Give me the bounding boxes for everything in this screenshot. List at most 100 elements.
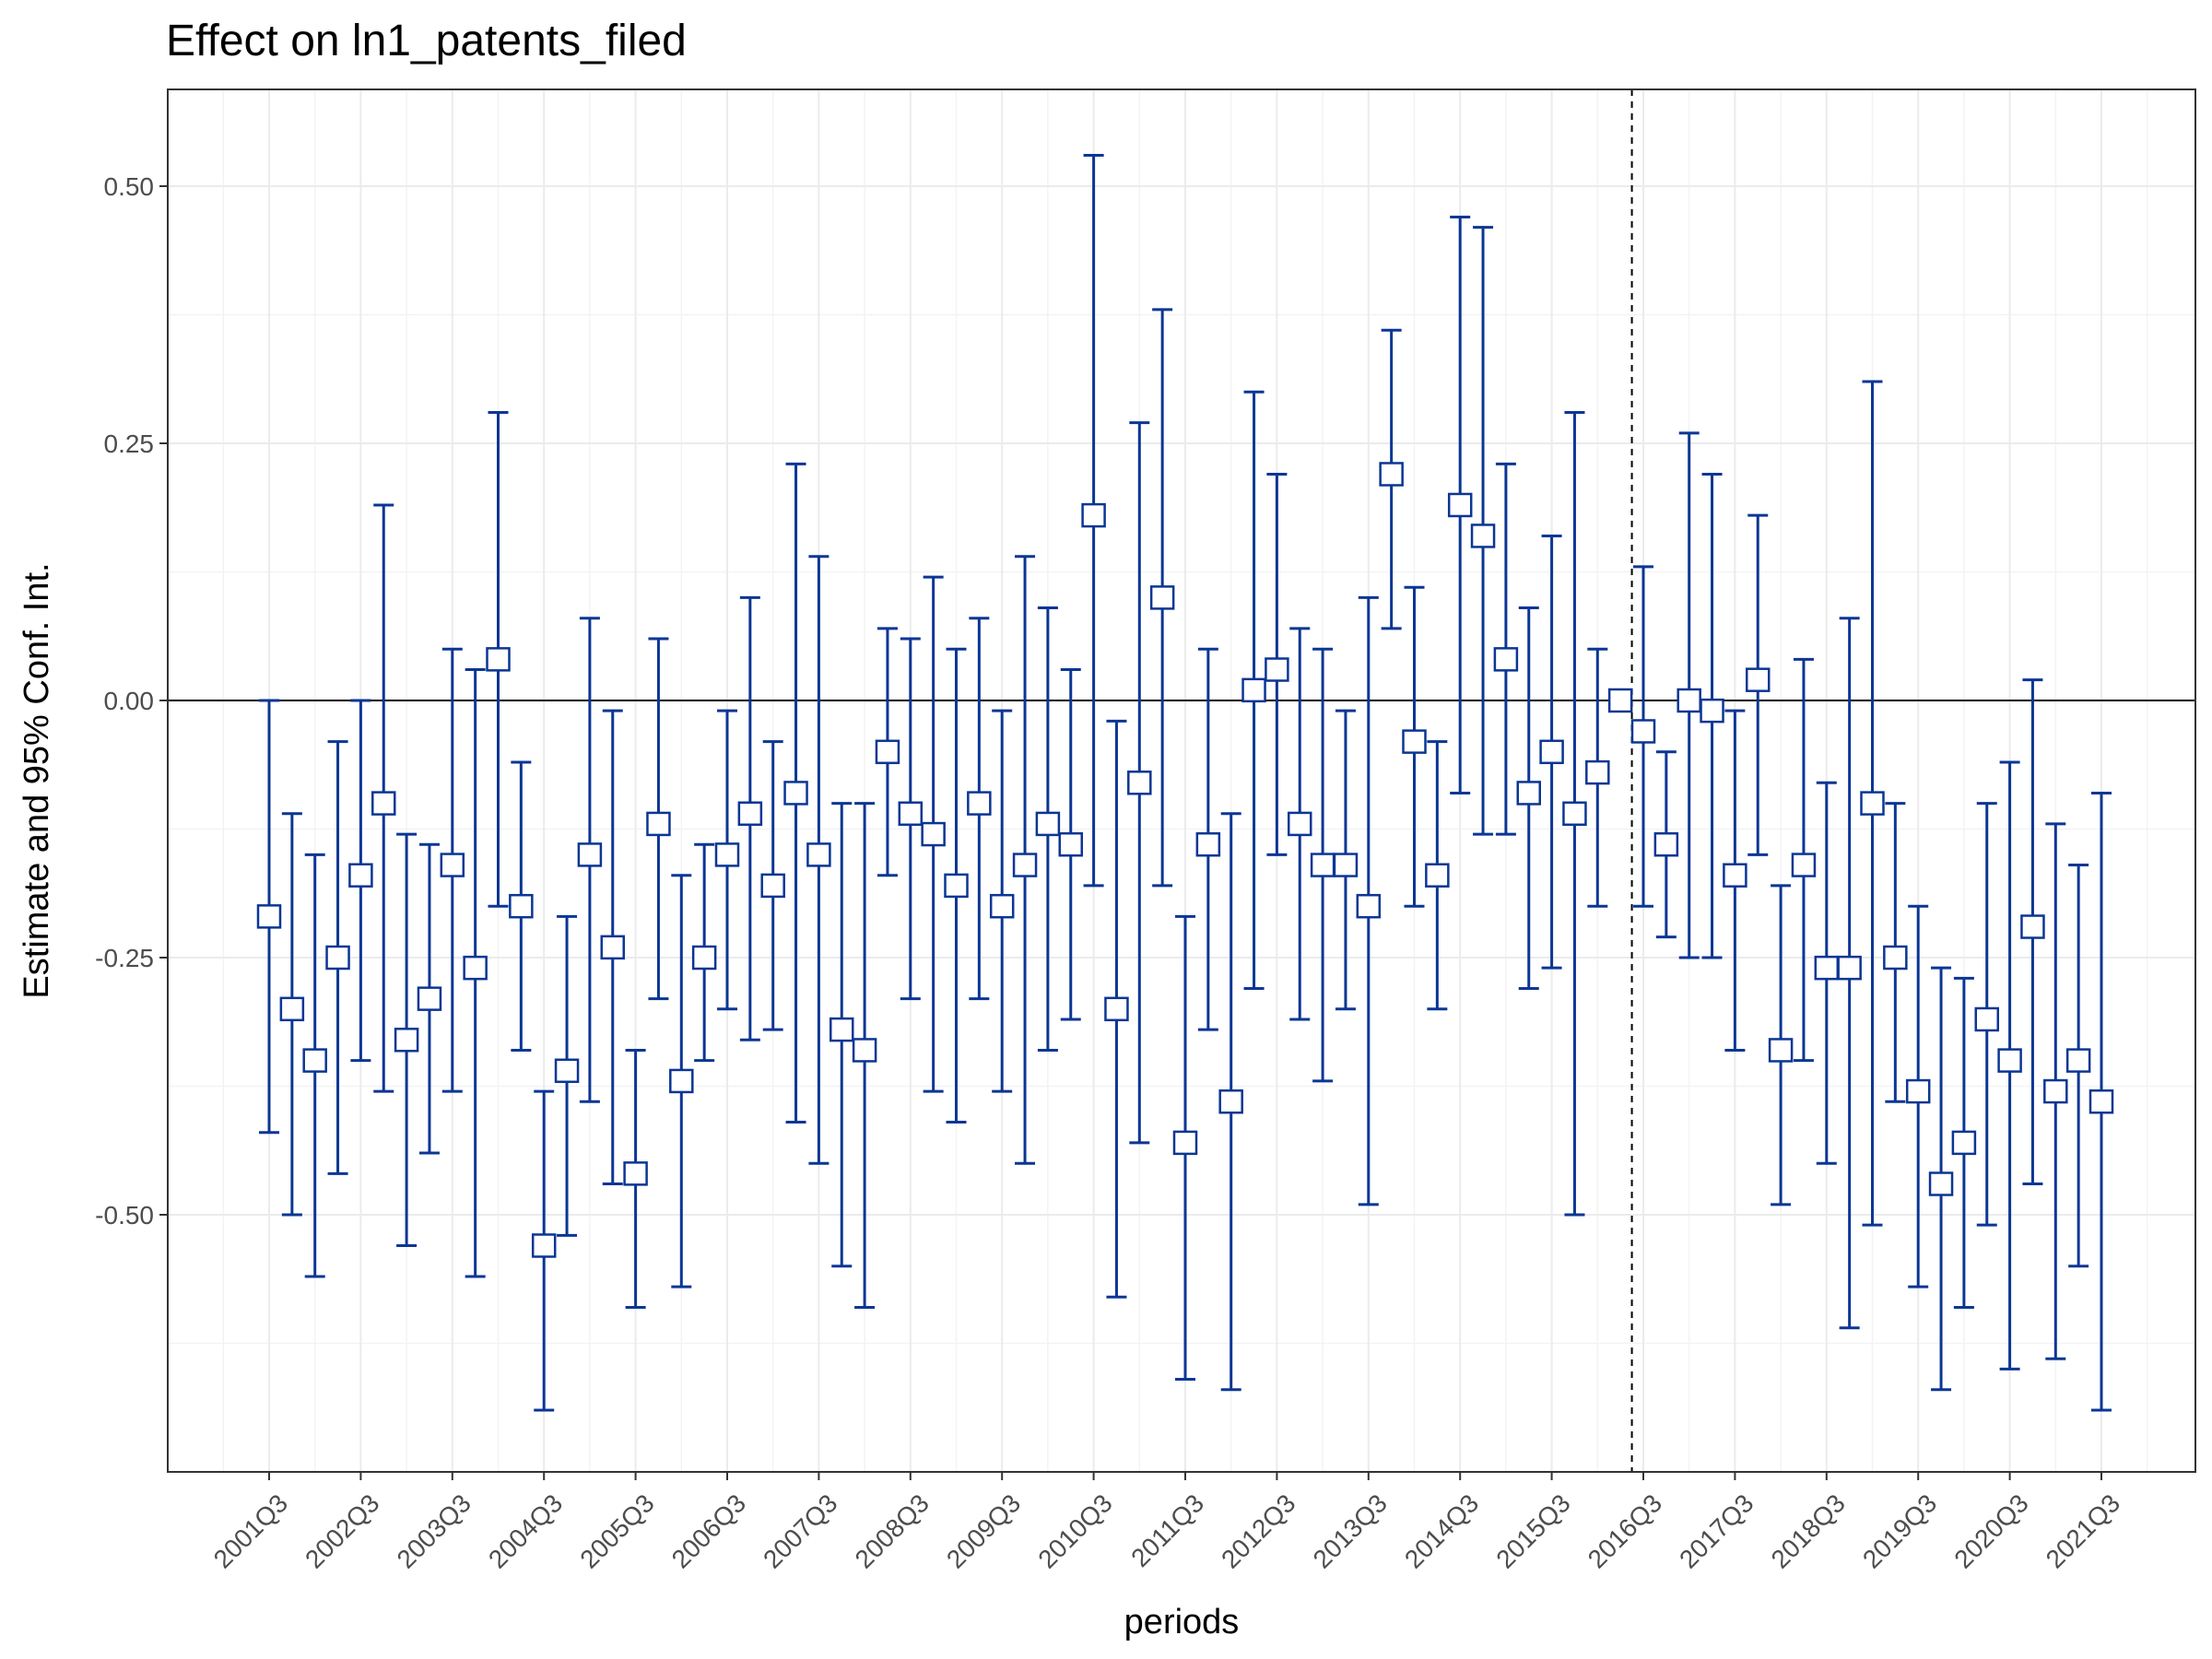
estimate-marker [1953, 1132, 1975, 1154]
point-2020Q1 [1953, 978, 1975, 1307]
estimate-marker [1243, 679, 1265, 701]
estimate-marker [923, 823, 945, 845]
estimate-marker [2067, 1050, 2089, 1072]
point-2002Q4 [372, 505, 394, 1091]
point-2021Q2 [2067, 865, 2089, 1266]
estimate-marker [1495, 648, 1517, 670]
point-2014Q3 [1449, 217, 1471, 793]
point-2014Q4 [1472, 228, 1494, 834]
x-tick-label: 2008Q3 [850, 1488, 935, 1573]
estimate-marker [716, 843, 738, 865]
point-2016Q1 [1586, 649, 1608, 906]
point-2006Q1 [670, 876, 692, 1287]
point-2016Q4 [1655, 752, 1677, 937]
estimate-marker [1014, 854, 1036, 877]
y-axis-ticks: -0.50-0.250.000.250.50 [95, 172, 168, 1230]
x-axis-ticks: 2001Q32002Q32003Q32004Q32005Q32006Q32007… [208, 1472, 2125, 1574]
estimate-marker [762, 875, 784, 897]
point-2019Q3 [1907, 906, 1929, 1287]
x-tick-label: 2016Q3 [1583, 1488, 1667, 1573]
point-2017Q4 [1747, 515, 1769, 854]
y-tick-label: 0.00 [104, 687, 155, 715]
estimate-marker [1174, 1132, 1196, 1154]
estimate-marker [441, 854, 464, 877]
point-2005Q4 [647, 639, 669, 999]
point-2004Q2 [510, 762, 532, 1050]
point-2013Q1 [1312, 649, 1334, 1081]
point-2001Q3 [258, 700, 280, 1133]
x-tick-label: 2021Q3 [2041, 1488, 2125, 1573]
point-2018Q1 [1770, 886, 1792, 1205]
estimate-marker [853, 1039, 876, 1061]
estimate-marker [2044, 1080, 2066, 1102]
point-2009Q1 [946, 649, 968, 1122]
point-2007Q1 [762, 742, 784, 1030]
point-2005Q3 [625, 1050, 647, 1307]
major-gridlines [168, 89, 2195, 1472]
point-2012Q2 [1243, 392, 1265, 988]
point-2009Q2 [968, 618, 990, 999]
point-2003Q2 [418, 844, 441, 1153]
estimate-marker [739, 803, 761, 825]
point-2019Q1 [1862, 382, 1884, 1225]
estimate-marker [1632, 720, 1654, 742]
y-axis-title: Estimate and 95% Conf. Int. [18, 562, 56, 998]
point-2017Q3 [1724, 711, 1746, 1050]
point-2010Q2 [1060, 670, 1082, 1019]
estimate-marker [304, 1050, 326, 1072]
point-2007Q2 [785, 464, 807, 1122]
estimate-marker [1105, 998, 1127, 1020]
point-2010Q4 [1105, 721, 1127, 1297]
estimate-marker [2090, 1090, 2112, 1112]
estimate-marker [1655, 833, 1677, 855]
estimate-marker [991, 895, 1013, 917]
point-2015Q1 [1495, 464, 1517, 834]
point-2017Q2 [1701, 474, 1724, 958]
point-2011Q3 [1174, 916, 1196, 1379]
point-2005Q1 [579, 618, 601, 1102]
point-2011Q1 [1128, 423, 1150, 1143]
point-2007Q4 [830, 804, 853, 1266]
point-2016Q3 [1632, 567, 1654, 906]
estimate-marker [418, 988, 441, 1010]
estimate-marker [1288, 813, 1311, 835]
point-2004Q4 [556, 916, 578, 1235]
estimate-marker [1265, 659, 1288, 681]
estimate-marker [877, 741, 899, 763]
point-2014Q1 [1404, 587, 1426, 906]
estimate-marker [258, 905, 280, 927]
x-axis-title: periods [1124, 1603, 1240, 1641]
estimate-marker [693, 947, 715, 969]
point-2008Q4 [923, 577, 945, 1091]
estimate-marker [1358, 895, 1380, 917]
chart-title: Effect on ln1_patents_filed [166, 17, 687, 65]
x-tick-label: 2015Q3 [1490, 1488, 1575, 1573]
point-2012Q1 [1220, 814, 1242, 1390]
point-2003Q4 [465, 670, 487, 1277]
point-2004Q1 [488, 413, 510, 907]
point-2006Q2 [693, 844, 715, 1060]
estimate-marker [327, 947, 349, 969]
x-tick-label: 2014Q3 [1399, 1488, 1484, 1573]
x-tick-label: 2010Q3 [1032, 1488, 1117, 1573]
point-2008Q1 [853, 804, 876, 1308]
x-tick-label: 2011Q3 [1125, 1488, 1209, 1572]
estimate-marker [1884, 947, 1906, 969]
estimate-marker [968, 793, 990, 815]
estimate-marker [1816, 957, 1838, 979]
y-tick-label: 0.25 [104, 429, 155, 458]
estimate-marker [510, 895, 532, 917]
estimate-marker [1563, 803, 1585, 825]
point-2020Q4 [2021, 680, 2043, 1184]
x-tick-label: 2018Q3 [1766, 1488, 1851, 1573]
x-tick-label: 2004Q3 [483, 1488, 568, 1573]
estimate-marker [1678, 689, 1700, 712]
x-tick-label: 2003Q3 [392, 1488, 477, 1573]
point-2019Q2 [1884, 804, 1906, 1102]
point-2015Q2 [1518, 608, 1540, 989]
y-tick-label: 0.50 [104, 172, 155, 201]
estimate-marker [1930, 1173, 1952, 1195]
point-2009Q3 [991, 711, 1013, 1091]
estimate-marker [579, 843, 601, 865]
